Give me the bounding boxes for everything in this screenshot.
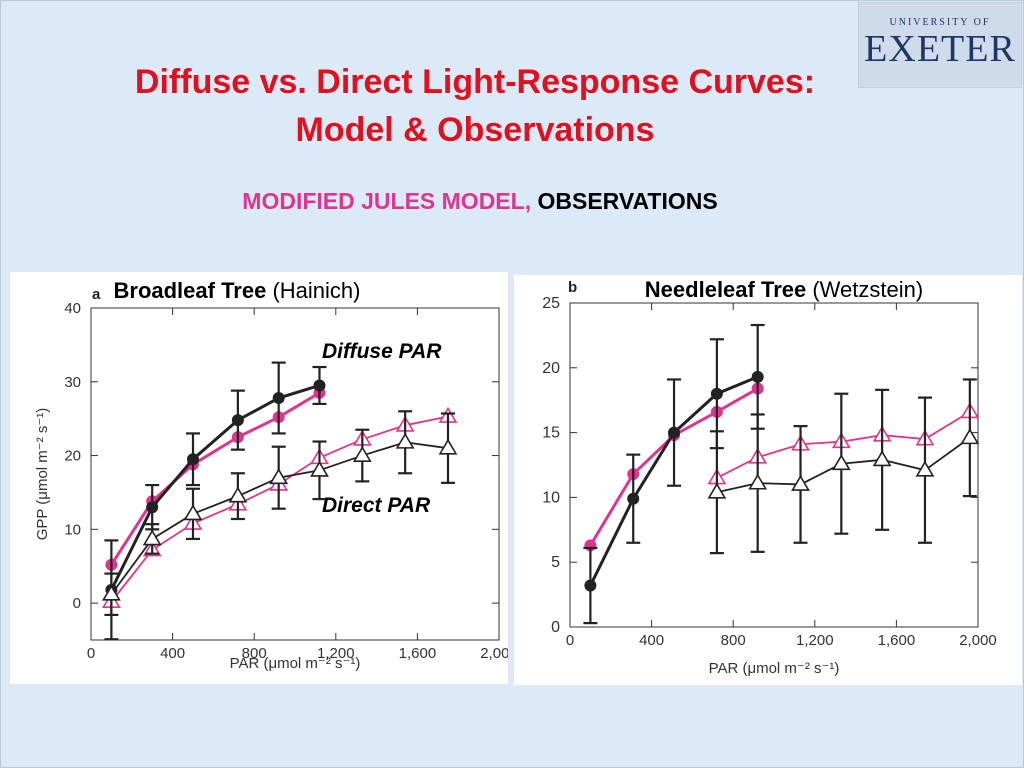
y-tick-label: 0 <box>551 619 560 636</box>
chart-panel-broadleaf: 0 400 800 1,200 1,600 2,000 0 10 20 30 40 PAR (μmol… <box>10 272 518 684</box>
data-point-triangle <box>395 432 415 449</box>
y-tick-label: 20 <box>542 360 560 377</box>
panel-letter: b <box>568 279 577 296</box>
data-point <box>313 379 326 392</box>
plot-frame <box>569 302 979 628</box>
x-tick-label: 0 <box>87 645 95 662</box>
data-point-triangle <box>352 445 372 462</box>
x-tick-label: 1,600 <box>878 632 916 649</box>
x-tick-label: 400 <box>160 645 185 662</box>
data-point-triangle <box>748 473 768 490</box>
chart-title: Broadleaf Tree (Hainich) <box>114 278 361 303</box>
data-point <box>627 492 640 505</box>
data-point-triangle <box>791 474 810 491</box>
data-point-triangle <box>915 460 935 477</box>
data-point-triangle <box>228 486 248 503</box>
data-point-triangle <box>102 584 121 601</box>
y-tick-label: 40 <box>64 300 81 317</box>
chart-title-bold: Needleleaf Tree <box>645 277 813 302</box>
data-point <box>231 414 244 427</box>
chart-broadleaf: 0 400 800 1,200 1,600 2,000 0 10 20 30 40 PAR (μmol… <box>34 278 518 672</box>
chart-title-normal: (Wetzstein) <box>812 277 923 302</box>
y-tick-label: 15 <box>542 425 560 442</box>
series-line-diffuse-obs <box>110 384 320 591</box>
data-point-triangle <box>831 454 851 471</box>
series-line-diffuse-model <box>110 391 321 566</box>
chart-needleleaf: 0 400 800 1,200 1,600 2,000 0 5 10 15 20 25 PAR (μmo… <box>542 277 997 677</box>
x-tick-label: 800 <box>242 645 267 662</box>
slide-title-line2: Model & Observations <box>295 111 655 149</box>
chart-title-normal: (Hainich) <box>272 278 360 303</box>
x-tick-label: 2,000 <box>480 645 508 662</box>
y-tick-label: 25 <box>542 295 560 312</box>
y-tick-label: 10 <box>542 489 560 506</box>
y-tick-label: 10 <box>64 521 81 538</box>
data-point <box>751 370 764 383</box>
y-tick-label: 30 <box>64 374 81 391</box>
x-tick-label: 1,200 <box>317 645 355 662</box>
x-tick-label: 2,000 <box>959 632 997 649</box>
subtitle-observations: OBSERVATIONS <box>537 188 718 214</box>
slide-subtitle: MODIFIED JULES MODEL, OBSERVATIONS <box>130 188 830 215</box>
x-axis-label: PAR (μmol m⁻² s⁻¹) <box>230 655 361 672</box>
data-point-triangle <box>269 468 289 485</box>
annotation-direct-par: Direct PAR <box>322 494 431 517</box>
x-tick-label: 0 <box>566 632 574 649</box>
data-point-triangle <box>310 460 329 477</box>
y-tick-label: 0 <box>73 595 81 612</box>
subtitle-model: MODIFIED JULES MODEL, <box>242 188 532 214</box>
data-point-triangle <box>438 438 458 455</box>
data-point-triangle <box>142 529 162 546</box>
data-point <box>272 392 285 405</box>
chart-title: Needleleaf Tree (Wetzstein) <box>645 277 923 302</box>
plot-frame <box>90 307 500 641</box>
annotation-diffuse-par: Diffuse PAR <box>322 340 442 363</box>
chart-title-bold: Broadleaf Tree <box>114 278 273 303</box>
x-tick-label: 400 <box>639 632 664 649</box>
data-point <box>187 453 199 466</box>
logo-top-text: UNIVERSITY OF <box>889 17 991 28</box>
y-tick-label: 5 <box>551 554 560 571</box>
x-tick-label: 1,600 <box>399 645 437 662</box>
data-point <box>146 501 159 514</box>
data-point-triangle <box>707 482 727 499</box>
university-logo: UNIVERSITY OF EXETER <box>858 2 1022 88</box>
data-point-triangle <box>960 428 980 445</box>
data-point <box>584 579 597 592</box>
logo-main-text: EXETER <box>864 28 1016 70</box>
data-point-triangle <box>872 450 892 467</box>
x-tick-label: 800 <box>721 632 746 649</box>
y-tick-label: 20 <box>64 448 81 465</box>
y-axis-label: GPP (μmol m⁻² s⁻¹) <box>34 408 51 541</box>
panel-letter: a <box>92 286 101 303</box>
data-point-triangle <box>183 504 203 521</box>
slide-title-line1: Diffuse vs. Direct Light-Response Curves… <box>134 63 816 101</box>
data-point <box>710 387 723 400</box>
data-point <box>668 426 681 439</box>
x-axis-label: PAR (μmol m⁻² s⁻¹) <box>709 660 840 677</box>
x-tick-label: 1,200 <box>796 632 834 649</box>
chart-panel-needleleaf: 0 400 800 1,200 1,600 2,000 0 5 10 15 20 25 PAR (μmo… <box>514 275 1022 685</box>
